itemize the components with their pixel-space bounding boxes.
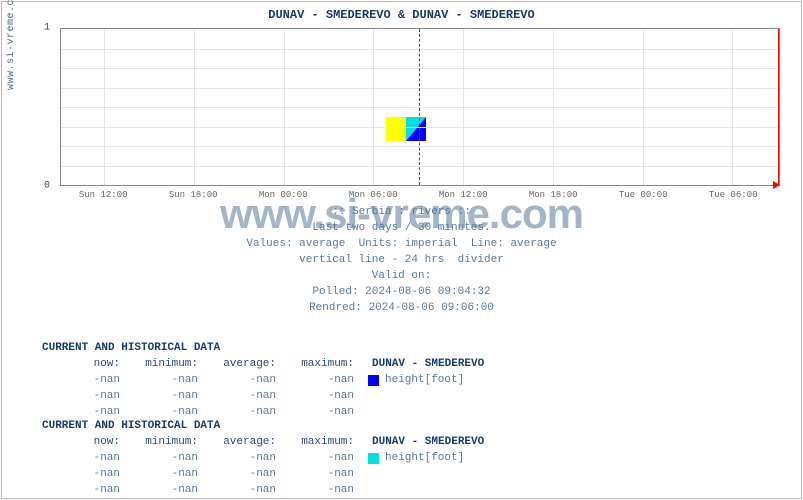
v-gridline [194,29,195,185]
x-tick-label: Mon 12:00 [439,190,488,200]
table-row: -nan-nan-nan-nan [42,388,484,404]
table-row: -nan-nan-nan-nanheight[foot] [42,372,484,388]
meta-line: Valid on: [0,268,803,284]
v-gridline [732,29,733,185]
table-row: -nan-nan-nan-nan [42,482,484,498]
table-header-row: now:minimum:average:maximum:DUNAV - SMED… [42,434,484,450]
table-row: -nan-nan-nan-nanheight[foot] [42,450,484,466]
table-header-cell: minimum: [120,356,198,372]
h-gridline [61,107,779,108]
table-cell: -nan [42,450,120,466]
h-gridline [61,146,779,147]
table-cell: -nan [120,466,198,482]
end-marker-line [778,29,779,185]
table-header-cell: maximum: [276,434,354,450]
table-cell: -nan [198,482,276,498]
x-axis-arrow-icon [773,181,780,189]
legend-label: height[foot] [385,372,464,388]
table-header-cell: average: [198,434,276,450]
v-gridline [643,29,644,185]
x-tick-label: Mon 06:00 [349,190,398,200]
table-cell: -nan [276,466,354,482]
meta-block: :: Serbia : rivers :: Last two days / 30… [0,204,803,316]
x-tick-label: Sun 12:00 [79,190,128,200]
h-gridline [61,88,779,89]
table-cell: -nan [120,450,198,466]
chart-title: DUNAV - SMEDEREVO & DUNAV - SMEDEREVO [0,8,803,22]
table-header-cell: maximum: [276,356,354,372]
v-gridline [463,29,464,185]
table-cell: -nan [198,450,276,466]
meta-line: Last two days / 30 minutes. [0,220,803,236]
table-header-row: now:minimum:average:maximum:DUNAV - SMED… [42,356,484,372]
h-gridline [61,127,779,128]
data-block-title: CURRENT AND HISTORICAL DATA [42,340,484,356]
table-cell: -nan [42,388,120,404]
plot-area [60,28,780,186]
table-cell: -nan [198,388,276,404]
legend-swatch-icon [368,453,379,464]
table-cell: -nan [198,466,276,482]
table-header-cell: now: [42,356,120,372]
h-gridline [61,49,779,50]
x-tick-label: Mon 18:00 [529,190,578,200]
x-tick-label: Sun 18:00 [169,190,218,200]
data-block: CURRENT AND HISTORICAL DATAnow:minimum:a… [42,418,484,498]
v-gridline [373,29,374,185]
x-tick-label: Tue 06:00 [709,190,758,200]
center-logo-icon [386,117,426,141]
table-cell: -nan [276,482,354,498]
table-row: -nan-nan-nan-nan [42,466,484,482]
v-gridline [553,29,554,185]
table-header-cell: now: [42,434,120,450]
data-block: CURRENT AND HISTORICAL DATAnow:minimum:a… [42,340,484,420]
table-header-cell: average: [198,356,276,372]
meta-line: Rendred: 2024-08-06 09:06:00 [0,300,803,316]
table-cell: -nan [120,482,198,498]
h-gridline [61,166,779,167]
y-tick-label: 0 [44,181,50,192]
meta-line: Values: average Units: imperial Line: av… [0,236,803,252]
v-gridline [104,29,105,185]
table-header-cell: minimum: [120,434,198,450]
table-cell: -nan [198,372,276,388]
v-gridline [284,29,285,185]
table-cell: -nan [120,388,198,404]
legend-entry: height[foot] [354,450,464,466]
legend-swatch-icon [368,375,379,386]
table-cell: -nan [120,372,198,388]
table-cell: -nan [276,450,354,466]
x-tick-label: Mon 00:00 [259,190,308,200]
table-cell: -nan [276,388,354,404]
24hr-divider-line [419,29,420,185]
table-cell: -nan [42,372,120,388]
table-cell: -nan [42,466,120,482]
table-cell: -nan [42,482,120,498]
meta-line: :: Serbia : rivers :: [0,204,803,220]
table-cell: -nan [276,372,354,388]
series-title: DUNAV - SMEDEREVO [354,356,484,372]
legend-entry: height[foot] [354,372,464,388]
legend-label: height[foot] [385,450,464,466]
series-title: DUNAV - SMEDEREVO [354,434,484,450]
y-tick-label: 1 [44,23,50,34]
x-tick-label: Tue 00:00 [619,190,668,200]
meta-line: Polled: 2024-08-06 09:04:32 [0,284,803,300]
meta-line: vertical line - 24 hrs divider [0,252,803,268]
data-block-title: CURRENT AND HISTORICAL DATA [42,418,484,434]
h-gridline [61,68,779,69]
